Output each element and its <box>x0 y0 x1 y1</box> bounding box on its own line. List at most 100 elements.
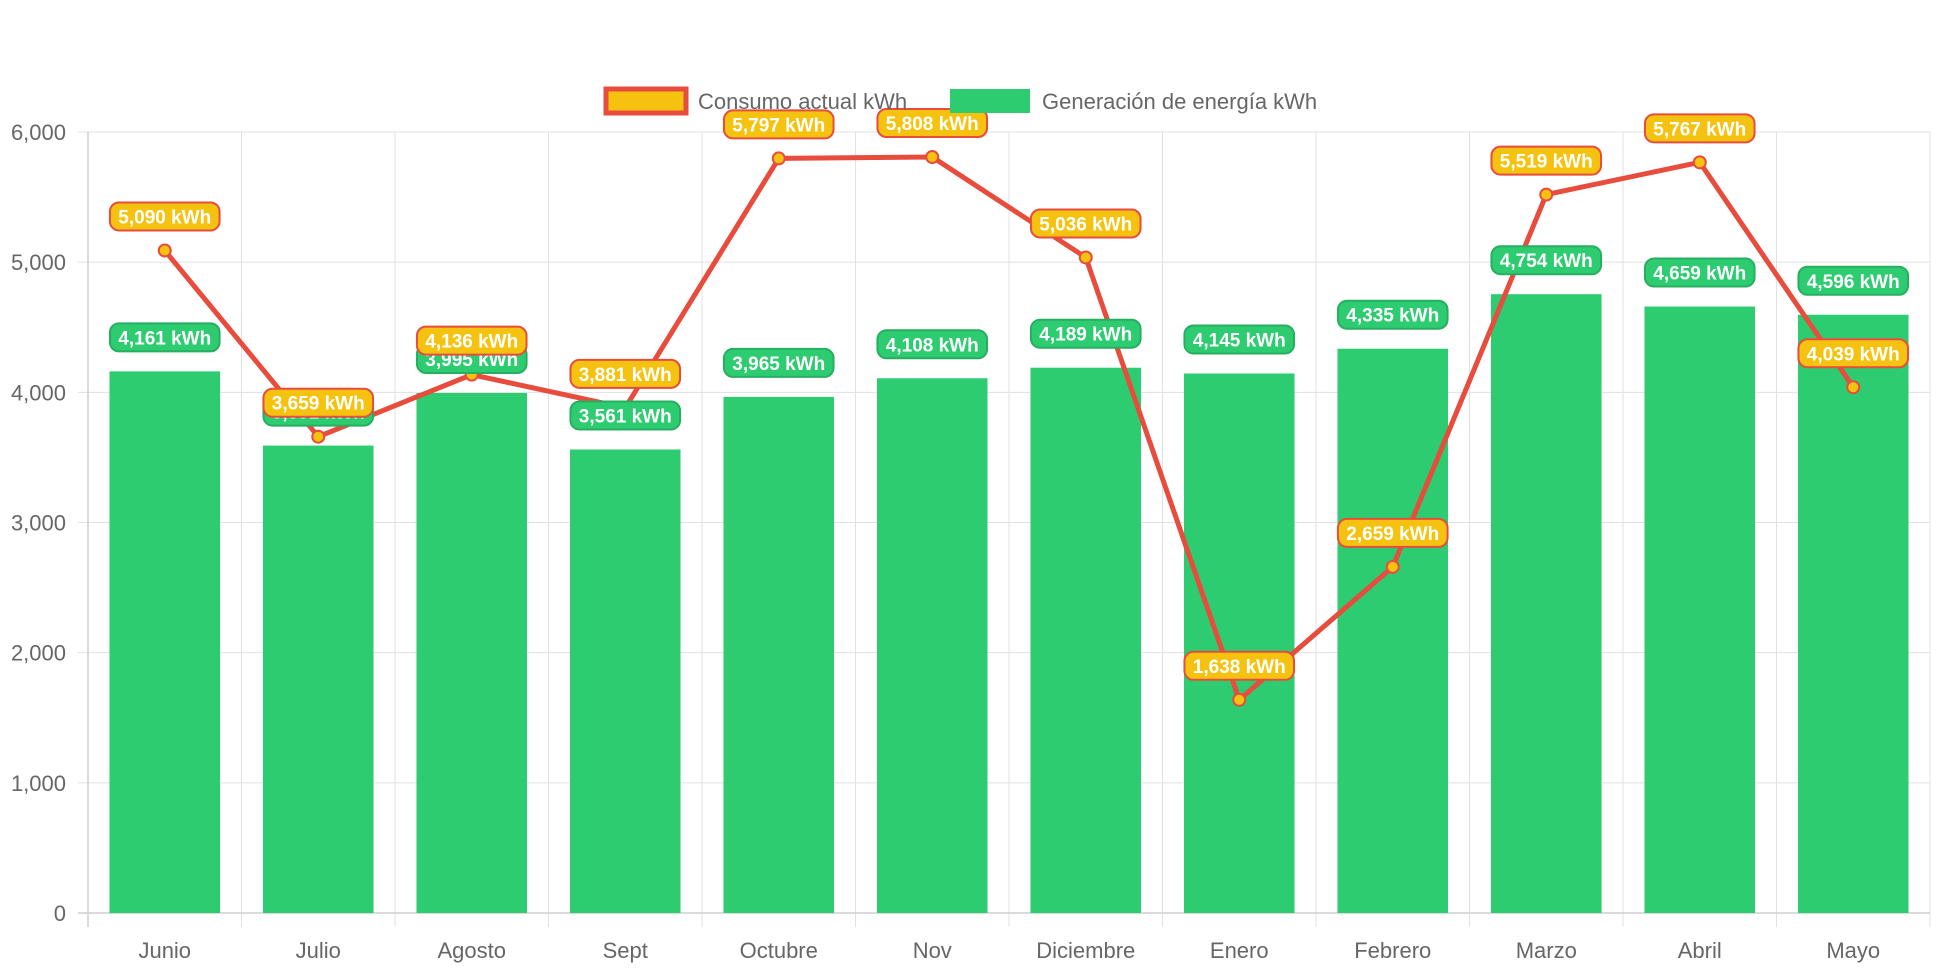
legend-item-generacion[interactable]: Generación de energía kWh <box>950 89 1317 114</box>
bar-data-label: 4,754 kWh <box>1490 245 1603 276</box>
line-point[interactable] <box>1846 380 1861 395</box>
bar[interactable] <box>1030 367 1142 914</box>
y-axis: 0 1,000 2,000 3,000 4,000 5,000 6,000 <box>11 120 66 926</box>
line-point[interactable] <box>771 151 786 166</box>
line-point[interactable] <box>1385 559 1400 574</box>
x-tick-label: Sept <box>603 938 648 963</box>
legend: Consumo actual kWh Generación de energía… <box>603 86 1317 116</box>
bar-data-label-text: 4,161 kWh <box>118 328 211 349</box>
line-data-label-text: 4,039 kWh <box>1807 344 1900 365</box>
x-axis: Junio Julio Agosto Sept Octubre Nov Diciembre E… <box>138 938 1880 963</box>
bar-data-label: 4,161 kWh <box>108 322 221 353</box>
x-tick-label: Marzo <box>1516 938 1577 963</box>
y-tick-label: 3,000 <box>11 511 66 536</box>
bar-data-label-bg <box>1797 265 1910 296</box>
bar-data-label-text: 4,659 kWh <box>1653 264 1746 285</box>
bar-data-label-bg <box>569 400 682 431</box>
line-point[interactable] <box>157 243 172 258</box>
bar-data-label-bg <box>722 347 835 378</box>
bar-data-label: 3,965 kWh <box>722 347 835 378</box>
x-tick-label: Mayo <box>1826 938 1880 963</box>
x-tick-label: Diciembre <box>1036 938 1135 963</box>
x-tick-label: Agosto <box>438 938 507 963</box>
bar-data-label-text: 4,145 kWh <box>1193 330 1286 351</box>
bar-data-label-bg <box>1490 245 1603 276</box>
bar-data-label-text: 4,335 kWh <box>1346 306 1439 327</box>
bar[interactable] <box>416 392 528 914</box>
bar-data-label-bg <box>1183 324 1296 355</box>
bar-data-label-text: 4,189 kWh <box>1039 325 1132 346</box>
line-data-label-bg <box>1643 113 1756 144</box>
line-point[interactable] <box>1078 250 1093 265</box>
bar[interactable] <box>1337 348 1449 913</box>
legend-item-consumo[interactable]: Consumo actual kWh <box>603 86 907 116</box>
line-data-label: 5,519 kWh <box>1490 145 1603 176</box>
legend-label-consumo: Consumo actual kWh <box>698 89 907 114</box>
bar[interactable] <box>1490 294 1602 914</box>
bar-data-label: 4,145 kWh <box>1183 324 1296 355</box>
line-data-label: 5,090 kWh <box>108 201 221 232</box>
x-tick-label: Junio <box>138 938 191 963</box>
line-point[interactable] <box>1539 187 1554 202</box>
line-data-labels: 5,090 kWh 3,659 kWh 4,136 kWh 3,881 kWh 5,79… <box>108 107 1910 681</box>
line-data-label-bg <box>1336 517 1449 548</box>
bar[interactable] <box>1183 373 1295 913</box>
line-data-label-bg <box>569 358 682 389</box>
line-data-label-text: 3,659 kWh <box>272 394 365 415</box>
bar-data-label: 4,335 kWh <box>1336 299 1449 330</box>
x-tick-label: Abril <box>1678 938 1722 963</box>
bar[interactable] <box>569 449 681 913</box>
line-data-label: 2,659 kWh <box>1336 517 1449 548</box>
line-data-label-bg <box>262 387 375 418</box>
bar-data-label-text: 3,965 kWh <box>732 354 825 375</box>
line-data-label: 4,136 kWh <box>415 325 528 356</box>
x-tick-label: Enero <box>1210 938 1269 963</box>
bar-data-label-bg <box>1029 318 1142 349</box>
y-tick-label: 5,000 <box>11 250 66 275</box>
bar-data-label: 4,596 kWh <box>1797 265 1910 296</box>
line-data-label-bg <box>1029 208 1142 239</box>
bar[interactable] <box>262 445 374 913</box>
line-data-label-text: 1,638 kWh <box>1193 657 1286 678</box>
line-point[interactable] <box>925 149 940 164</box>
bar-series <box>109 294 1909 914</box>
y-tick-label: 1,000 <box>11 771 66 796</box>
bar[interactable] <box>723 396 835 913</box>
bar-data-label: 4,108 kWh <box>876 329 989 360</box>
line-series <box>157 149 1861 707</box>
line-data-label-text: 5,519 kWh <box>1500 152 1593 173</box>
bar[interactable] <box>1644 306 1756 914</box>
line-data-label: 4,039 kWh <box>1797 338 1910 369</box>
grid-layer <box>78 131 1931 927</box>
bar[interactable] <box>1797 314 1909 913</box>
line-point[interactable] <box>311 429 326 444</box>
y-tick-label: 4,000 <box>11 380 66 405</box>
line-data-label-text: 4,136 kWh <box>425 332 518 353</box>
legend-label-generacion: Generación de energía kWh <box>1042 89 1317 114</box>
line-point[interactable] <box>1692 155 1707 170</box>
bar[interactable] <box>109 371 221 914</box>
line-data-label: 1,638 kWh <box>1183 650 1296 681</box>
bar-data-label-text: 4,596 kWh <box>1807 272 1900 293</box>
bar-data-label-bg <box>1336 299 1449 330</box>
line-data-label-bg <box>108 201 221 232</box>
x-tick-label: Octubre <box>740 938 818 963</box>
bar-data-label-bg <box>876 329 989 360</box>
series-line <box>162 154 1856 703</box>
legend-swatch-generacion <box>950 89 1030 113</box>
line-data-label: 5,808 kWh <box>876 107 989 138</box>
line-data-label-text: 5,767 kWh <box>1653 119 1746 140</box>
line-data-label: 3,659 kWh <box>262 387 375 418</box>
bar-data-label-text: 3,561 kWh <box>579 406 672 427</box>
bar-data-label: 3,561 kWh <box>569 400 682 431</box>
line-data-label: 5,767 kWh <box>1643 113 1756 144</box>
x-tick-label: Julio <box>296 938 341 963</box>
line-point[interactable] <box>1232 692 1247 707</box>
bar-data-label-bg <box>1643 257 1756 288</box>
x-tick-label: Febrero <box>1354 938 1431 963</box>
line-data-label-text: 2,659 kWh <box>1346 524 1439 545</box>
bar[interactable] <box>876 378 988 913</box>
y-tick-label: 0 <box>54 901 66 926</box>
